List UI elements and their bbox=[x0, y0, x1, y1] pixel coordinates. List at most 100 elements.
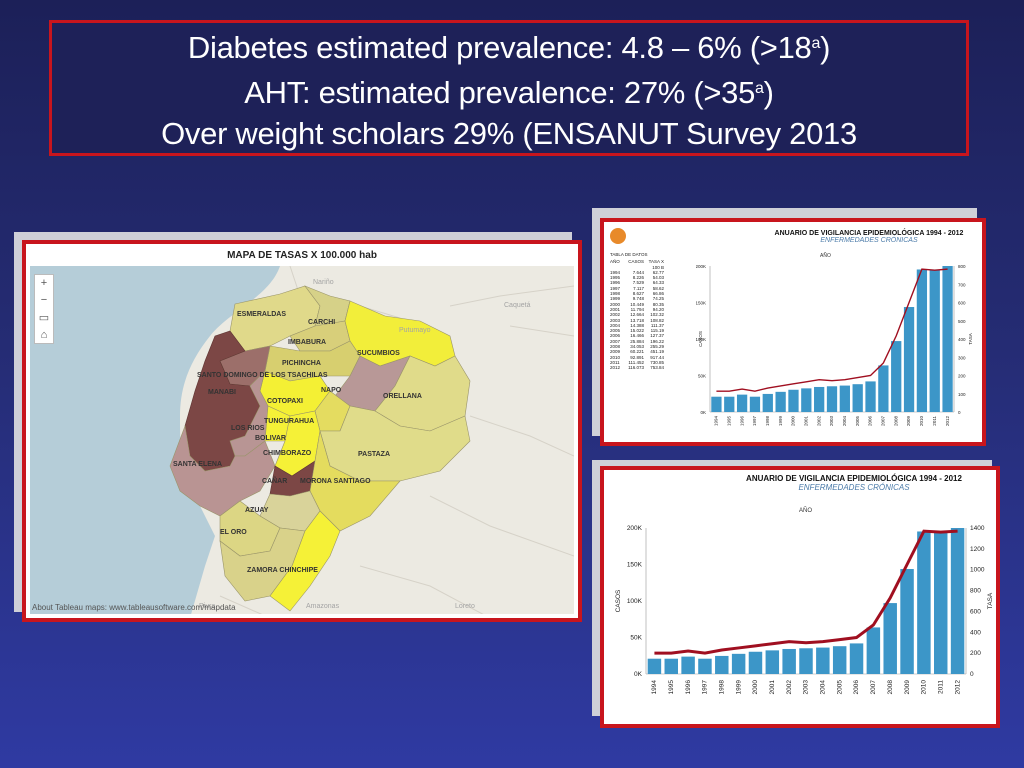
x-tick-2010: 2010 bbox=[921, 680, 928, 695]
x-tick-1998: 1998 bbox=[719, 680, 726, 695]
table-row: 2011 111.452 730.85 bbox=[610, 360, 664, 365]
table-cell: 13.718 bbox=[630, 317, 644, 323]
table-cell: 16.466 bbox=[630, 333, 644, 339]
x-tick-2006: 2006 bbox=[853, 680, 860, 695]
select-icon[interactable]: ▭ bbox=[38, 311, 50, 324]
y2-tick-600: 600 bbox=[958, 301, 966, 306]
bar-2004 bbox=[839, 385, 850, 412]
y-tick-50K: 50K bbox=[698, 374, 706, 379]
bar-2008 bbox=[891, 341, 902, 412]
bar-2009 bbox=[903, 307, 915, 412]
table-cell: 74.25 bbox=[652, 296, 664, 302]
x-tick-2009: 2009 bbox=[906, 416, 911, 427]
y-axis-label: CASOS bbox=[698, 331, 703, 347]
x-tick-1999: 1999 bbox=[778, 416, 783, 427]
x-tick-1997: 1997 bbox=[702, 680, 709, 695]
table-row: 2005 15.022 115.19 bbox=[610, 328, 664, 333]
table-cell: 917.44 bbox=[650, 354, 664, 360]
bar-2010 bbox=[916, 269, 928, 412]
bar-1998 bbox=[762, 393, 773, 412]
bar-2003 bbox=[799, 648, 813, 674]
x-tick-2007: 2007 bbox=[881, 416, 886, 427]
bar-1998 bbox=[715, 655, 729, 674]
large-chart-panel: ANUARIO DE VIGILANCIA EPIDEMIOLÓGICA 199… bbox=[600, 466, 1000, 728]
table-cell: 2011 bbox=[610, 359, 620, 365]
bar-1999 bbox=[731, 653, 746, 674]
table-cell: 2000 bbox=[610, 301, 621, 307]
x-tick-2002: 2002 bbox=[786, 680, 793, 695]
ocean bbox=[30, 266, 280, 614]
bar-2007 bbox=[866, 627, 881, 674]
small-chart-logo bbox=[610, 228, 626, 244]
table-cell: 1998 bbox=[610, 291, 621, 297]
y-tick-100K: 100K bbox=[627, 598, 643, 605]
table-row: 2003 13.718 108.82 bbox=[610, 318, 664, 323]
home-icon[interactable]: ⌂ bbox=[40, 328, 48, 341]
bar-1996 bbox=[736, 394, 748, 412]
table-cell: 2003 bbox=[610, 317, 621, 323]
x-tick-2010: 2010 bbox=[919, 416, 924, 427]
zoom-in-button[interactable]: + bbox=[40, 277, 48, 290]
x-tick-2003: 2003 bbox=[803, 680, 810, 695]
large-chart-header: ANUARIO DE VIGILANCIA EPIDEMIOLÓGICA 199… bbox=[744, 474, 964, 492]
table-cell: 127.37 bbox=[650, 333, 664, 339]
table-cell: 2006 bbox=[610, 333, 621, 339]
tasa-line bbox=[654, 529, 958, 655]
small-chart-table: TABLA DE DATOS AÑO CASOS TASA X 100 B 1994 7… bbox=[610, 252, 664, 371]
table-row: 2000 10.449 80.35 bbox=[610, 302, 664, 307]
table-cell: 7.644 bbox=[632, 269, 644, 275]
table-row: 2004 14.388 111.37 bbox=[610, 323, 664, 328]
y-tick-50K: 50K bbox=[630, 635, 642, 642]
table-cell: 2002 bbox=[610, 312, 621, 318]
y2-tick-1000: 1000 bbox=[970, 567, 985, 574]
x-tick-1994: 1994 bbox=[651, 680, 658, 695]
x-tick-2011: 2011 bbox=[937, 680, 944, 694]
label-cotopaxi: COTOPAXI bbox=[267, 398, 303, 405]
bar-1994 bbox=[647, 658, 662, 674]
bar-2000 bbox=[748, 651, 763, 674]
x-tick-2008: 2008 bbox=[887, 680, 894, 695]
y2-tick-200: 200 bbox=[970, 650, 981, 657]
bar-2006 bbox=[865, 381, 876, 412]
province-zamora-chinchipe[interactable] bbox=[269, 510, 341, 612]
table-cell: 1995 bbox=[610, 275, 621, 281]
bar-2004 bbox=[816, 647, 830, 674]
table-cell: TASA X 100 B bbox=[648, 259, 664, 270]
x-tick-1995: 1995 bbox=[668, 680, 675, 695]
table-row: 1999 9.748 74.25 bbox=[610, 296, 664, 301]
label-chimborazo: CHIMBORAZO bbox=[263, 450, 312, 457]
map-area[interactable]: ESMERALDAS CARCHI IMBABURA SUCUMBIOS PIC… bbox=[30, 266, 574, 614]
map-view[interactable]: MAPA DE TASAS X 100.000 hab bbox=[30, 248, 574, 614]
label-zamora-chinchipe: ZAMORA CHINCHIPE bbox=[247, 567, 318, 574]
label-tungurahua: TUNGURAHUA bbox=[264, 418, 314, 425]
x-tick-2012: 2012 bbox=[954, 680, 961, 695]
small-chart-panel: ANUARIO DE VIGILANCIA EPIDEMIOLÓGICA 199… bbox=[600, 218, 986, 446]
label-canar: CAÑAR bbox=[262, 476, 287, 485]
bar-2005 bbox=[852, 384, 863, 412]
label-carchi: CARCHI bbox=[308, 319, 335, 326]
large-chart-title: ANUARIO DE VIGILANCIA EPIDEMIOLÓGICA 199… bbox=[746, 474, 962, 483]
label-manabi: MANABI bbox=[208, 389, 236, 396]
x-tick-2002: 2002 bbox=[816, 416, 821, 427]
label-los-rios: LOS RIOS bbox=[231, 425, 265, 432]
table-cell: 12.664 bbox=[630, 312, 644, 318]
table-cell: 8.226 bbox=[632, 275, 644, 281]
label-santa-elena: SANTA ELENA bbox=[173, 461, 222, 468]
label-napo: NAPO bbox=[321, 387, 342, 394]
bar-2010 bbox=[917, 531, 931, 674]
table-row: 2002 12.664 102.32 bbox=[610, 312, 664, 317]
y2-tick-500: 500 bbox=[958, 319, 966, 324]
table-row: 2007 25.884 196.22 bbox=[610, 339, 664, 344]
table-cell: 60.221 bbox=[630, 349, 644, 355]
y2-tick-100: 100 bbox=[958, 392, 966, 397]
title-line-1: Diabetes estimated prevalence: 4.8 – 6% … bbox=[187, 29, 831, 65]
ecuador-map[interactable]: ESMERALDAS CARCHI IMBABURA SUCUMBIOS PIC… bbox=[30, 266, 574, 614]
zoom-out-button[interactable]: − bbox=[40, 294, 48, 307]
table-cell: 80.35 bbox=[652, 301, 664, 307]
table-cell: 7.529 bbox=[632, 280, 644, 286]
table-cell: 2012 bbox=[610, 365, 621, 371]
label-el-oro: EL ORO bbox=[220, 529, 247, 536]
bar-2009 bbox=[900, 569, 914, 674]
x-tick-2005: 2005 bbox=[836, 680, 843, 695]
bar-2006 bbox=[849, 643, 864, 674]
